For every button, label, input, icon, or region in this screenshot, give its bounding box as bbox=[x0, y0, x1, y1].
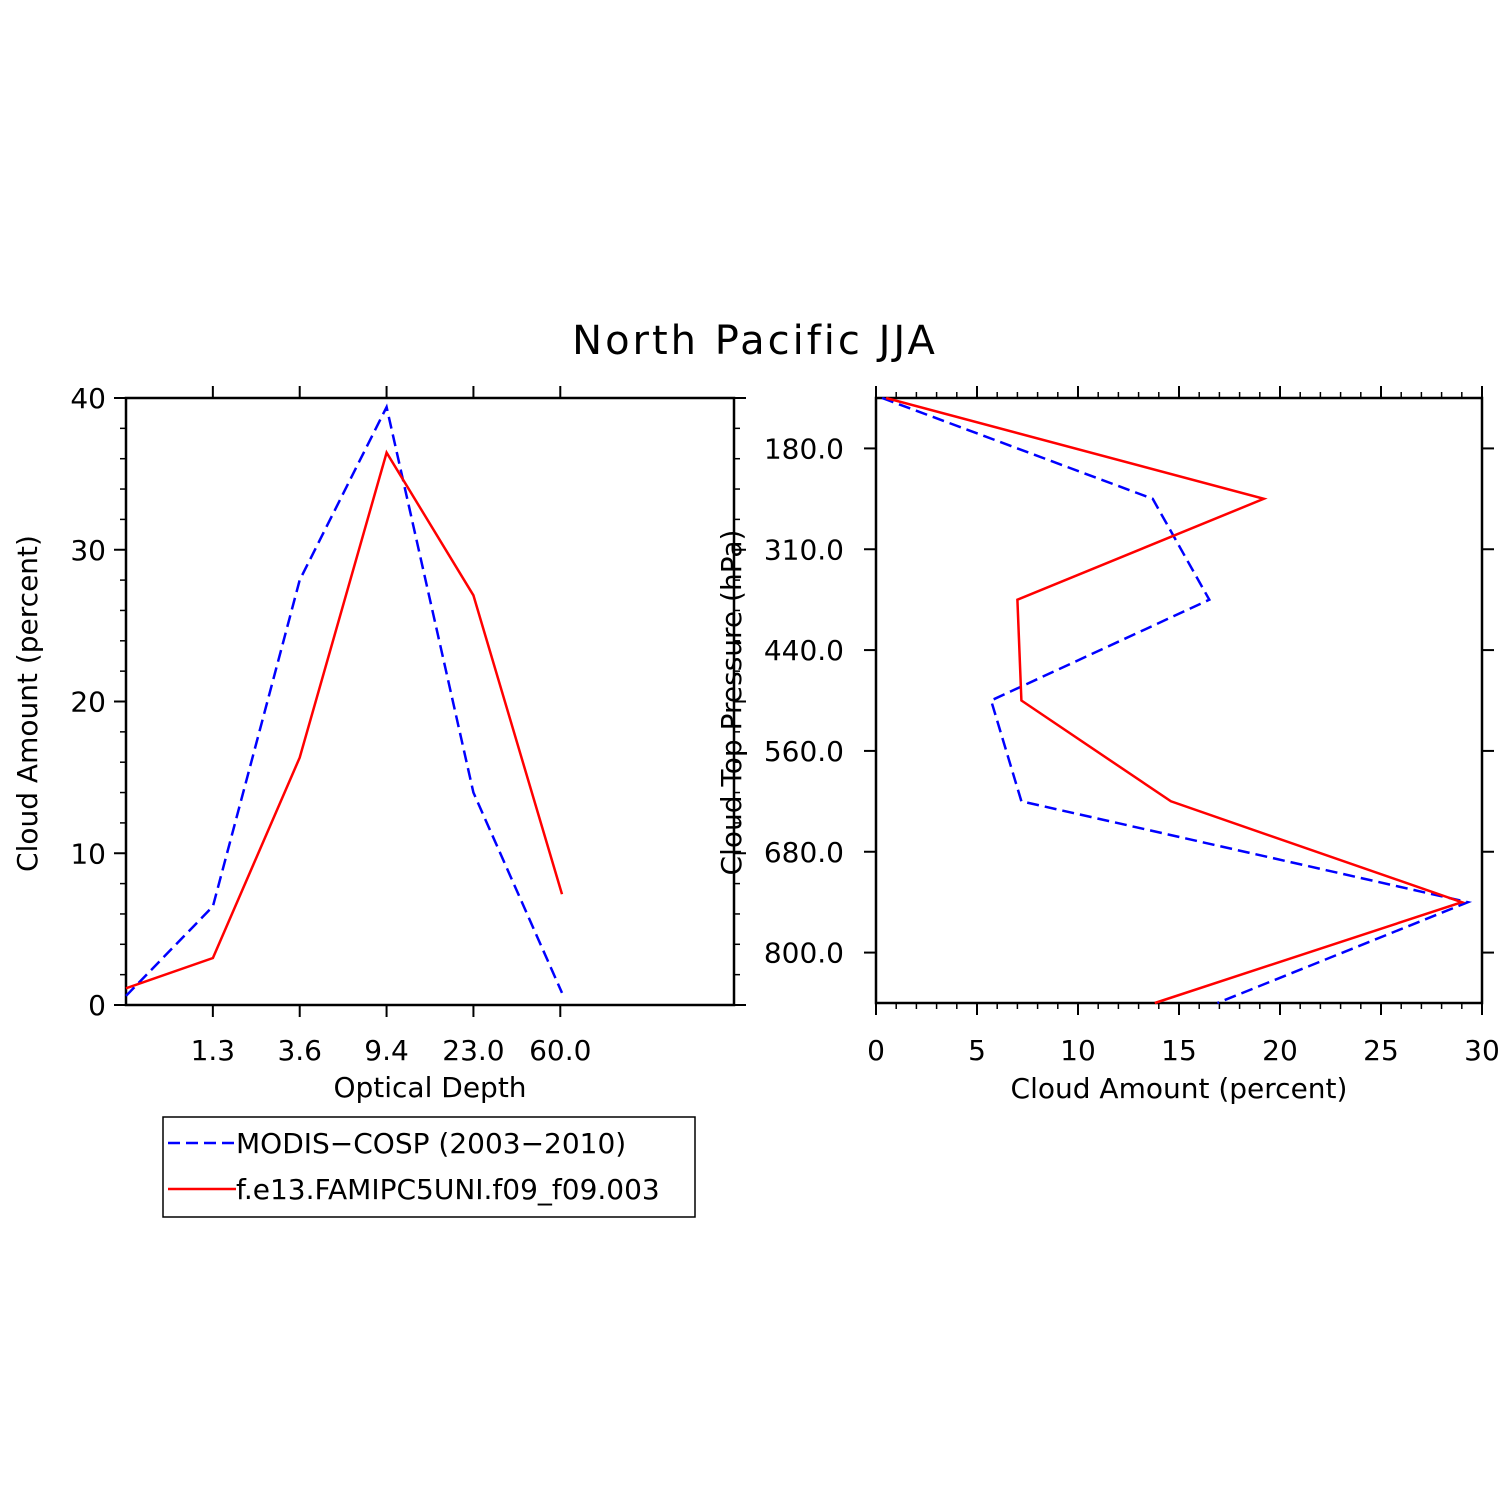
plot-frame bbox=[874, 396, 1484, 1005]
x-tick-label: 25 bbox=[1363, 1034, 1399, 1067]
y-tick-label: 180.0 bbox=[764, 432, 844, 465]
x-tick-label: 1.3 bbox=[191, 1034, 236, 1067]
x-tick-label: 15 bbox=[1161, 1034, 1197, 1067]
x-tick-label: 23.0 bbox=[442, 1034, 504, 1067]
series-line-obs bbox=[125, 403, 564, 997]
x-tick-label: 10 bbox=[1060, 1034, 1096, 1067]
y-tick-label: 310.0 bbox=[764, 533, 844, 566]
y-tick-label: 560.0 bbox=[764, 735, 844, 768]
y-tick-label: 40 bbox=[70, 382, 106, 415]
y-axis-label: Cloud Top Pressure (hPa) bbox=[715, 530, 748, 876]
legend-label-model: f.e13.FAMIPC5UNI.f09_f09.003 bbox=[236, 1173, 660, 1206]
legend-label-obs: MODIS−COSP (2003−2010) bbox=[236, 1127, 626, 1160]
y-tick-label: 680.0 bbox=[764, 836, 844, 869]
series-line-obs bbox=[881, 396, 1473, 1005]
pressure-panel: 0 5 10 15 20 25 30 180.0 310.0 440.0 560.0 680.0 800… bbox=[715, 386, 1500, 1105]
y-tick-label: 10 bbox=[70, 837, 106, 870]
y-tick-label: 0 bbox=[88, 989, 106, 1022]
x-tick-label: 9.4 bbox=[364, 1034, 409, 1067]
x-tick-label: 5 bbox=[968, 1034, 986, 1067]
y-axis-label: Cloud Amount (percent) bbox=[11, 535, 44, 872]
y-tick-label: 30 bbox=[70, 534, 106, 567]
plot-frame bbox=[124, 396, 736, 1007]
legend: MODIS−COSP (2003−2010) f.e13.FAMIPC5UNI.… bbox=[162, 1116, 696, 1218]
series-line-model bbox=[885, 396, 1466, 1005]
series-line-model bbox=[125, 449, 564, 990]
y-tick-label: 20 bbox=[70, 686, 106, 719]
y-tick-label: 440.0 bbox=[764, 634, 844, 667]
x-tick-label: 20 bbox=[1262, 1034, 1298, 1067]
y-tick-label: 800.0 bbox=[764, 937, 844, 970]
x-tick-label: 3.6 bbox=[277, 1034, 322, 1067]
x-tick-label: 0 bbox=[867, 1034, 885, 1067]
x-axis-label: Optical Depth bbox=[333, 1071, 526, 1104]
chart-title: North Pacific JJA bbox=[572, 318, 938, 364]
legend-box bbox=[162, 1116, 696, 1218]
x-tick-label: 60.0 bbox=[529, 1034, 591, 1067]
x-tick-label: 30 bbox=[1464, 1034, 1500, 1067]
x-axis-label: Cloud Amount (percent) bbox=[1011, 1072, 1348, 1105]
